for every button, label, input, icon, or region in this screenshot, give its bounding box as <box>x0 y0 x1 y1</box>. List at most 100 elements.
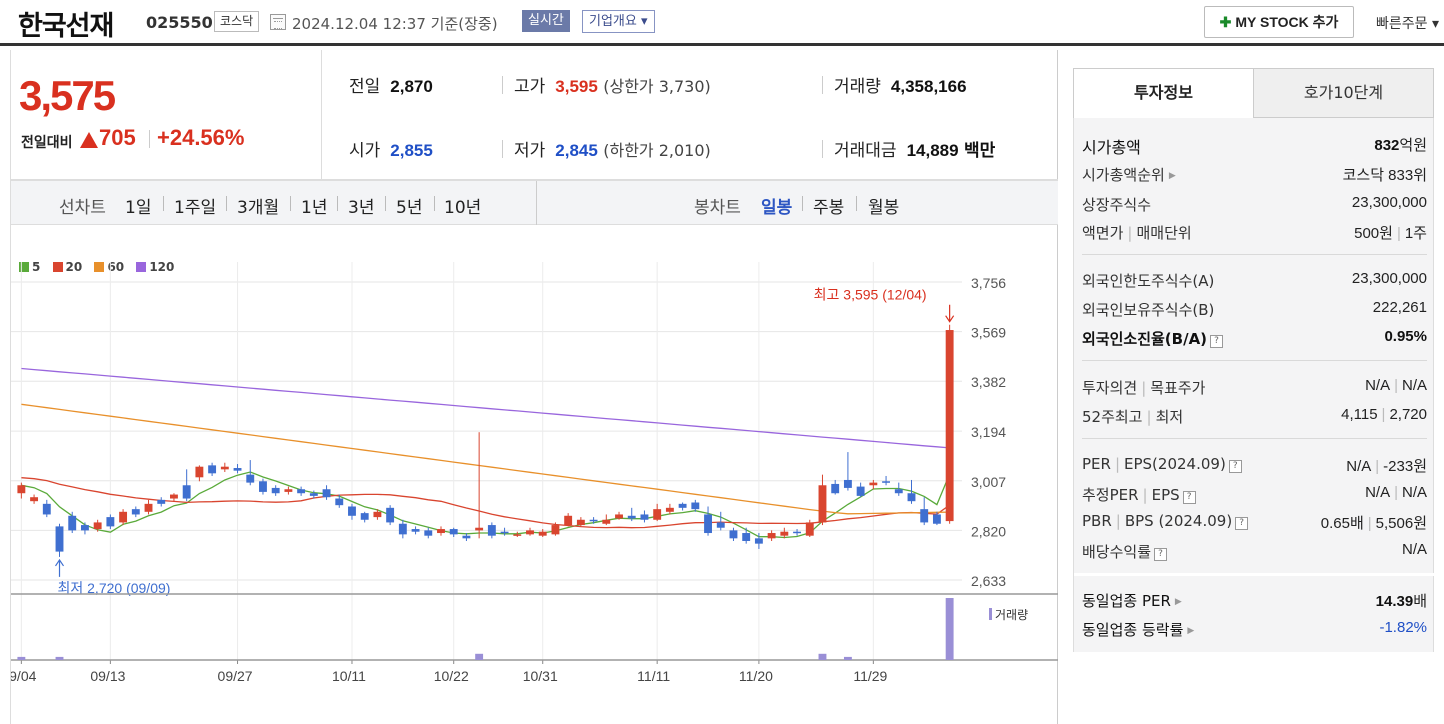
candle-body <box>144 503 153 512</box>
candle-body <box>576 519 585 526</box>
ma5-line <box>21 471 951 539</box>
tab-3y[interactable]: 3년 <box>348 198 375 218</box>
par-value-row: 액면가 | 매매단위 500원 | 1주 <box>1082 224 1427 242</box>
candle-body <box>793 531 801 534</box>
candle-body <box>564 515 573 526</box>
candle-body <box>665 507 674 512</box>
candle-body <box>55 526 64 552</box>
candle-body <box>373 511 382 518</box>
quick-order-dropdown[interactable]: 빠른주문 ▾ <box>1376 16 1439 32</box>
candle-body <box>704 514 712 534</box>
market-badge: 코스닥 <box>214 11 260 32</box>
price-chart[interactable]: 5 20 60 120 3,756 3,569 3,382 3,194 3,007 2,8… <box>11 250 1058 724</box>
x-tick-label: 10/31 <box>523 668 558 684</box>
candle-body <box>653 509 662 520</box>
low-annotation: 최저 2,720 (09/09) <box>58 580 171 596</box>
tab-1w[interactable]: 1주일 <box>174 198 217 218</box>
change-label: 전일대비 <box>21 135 73 151</box>
tab-3m[interactable]: 3개월 <box>237 198 280 218</box>
candle-body <box>907 493 916 502</box>
volume-bar <box>17 656 26 660</box>
tab-5y[interactable]: 5년 <box>396 198 423 218</box>
help-icon[interactable]: ? <box>1154 548 1168 561</box>
tab-weekly[interactable]: 주봉 <box>813 198 845 218</box>
candle-body <box>182 485 191 499</box>
tab-10y[interactable]: 10년 <box>444 198 482 218</box>
invest-info-body: 시가총액 832억원 시가총액순위 ▶ 코스닥 833위 상장주식수 23,300… <box>1073 118 1435 652</box>
candle-body <box>678 503 687 508</box>
x-tick-label: 09/13 <box>90 668 125 684</box>
candle-body <box>271 487 280 494</box>
candle-body <box>93 522 102 530</box>
candle-body <box>437 529 445 534</box>
candle-body <box>513 534 522 536</box>
tab-1y[interactable]: 1년 <box>301 198 328 218</box>
candle-body <box>220 466 229 470</box>
foreign-hold-row: 외국인보유주식수(B) 222,261 <box>1082 299 1427 319</box>
investment-info-panel: 투자정보 호가10단계 시가총액 832억원 시가총액순위 ▶ 코스닥 833위 … <box>1073 68 1435 652</box>
line-chart-label: 선차트 <box>59 198 106 218</box>
market-cap-rank-row: 시가총액순위 ▶ 코스닥 833위 <box>1082 166 1427 184</box>
help-icon[interactable]: ? <box>1182 491 1196 504</box>
candle-body <box>538 531 547 536</box>
my-stock-add-button[interactable]: ✚ MY STOCK 추가 <box>1204 6 1354 38</box>
candle-body <box>551 525 560 535</box>
calendar-icon <box>270 14 286 30</box>
candle-body <box>780 531 789 536</box>
tab-1d[interactable]: 1일 <box>125 198 152 218</box>
candle-body <box>589 519 598 522</box>
candle-body <box>843 479 852 488</box>
candle-body <box>80 525 89 531</box>
candle-body <box>322 489 331 498</box>
y-tick-label: 3,756 <box>971 275 1006 291</box>
candle-body <box>487 525 496 536</box>
candle-body <box>411 529 420 532</box>
candle-body <box>818 485 827 523</box>
ma120-line <box>21 367 950 449</box>
candle-body <box>119 511 128 523</box>
x-tick-label: 09/27 <box>218 668 253 684</box>
quote-table: 전일 2,870 시가 2,855 고가 3,595 (상한가 3,730) 저가 2,… <box>322 50 1058 180</box>
help-icon[interactable]: ? <box>1228 460 1242 473</box>
candle-body <box>920 509 929 523</box>
ma60-line <box>21 403 950 515</box>
dividend-row: 배당수익률? N/A <box>1082 541 1427 561</box>
candlestick-chart-svg: 3,756 3,569 3,382 3,194 3,007 2,820 2,633 09/04… <box>11 262 1058 684</box>
candle-body <box>945 330 954 522</box>
tab-daily[interactable]: 일봉 <box>761 198 793 218</box>
tab-orderbook[interactable]: 호가10단계 <box>1253 68 1434 118</box>
stock-code: 025550 <box>146 13 213 32</box>
realtime-button[interactable]: 실시간 <box>522 10 570 32</box>
candle-body <box>309 493 318 496</box>
candle-body <box>475 527 484 531</box>
candle-body <box>195 466 204 478</box>
candle-body <box>348 506 356 516</box>
candle-body <box>335 498 344 506</box>
x-tick-label: 11/11 <box>637 668 670 684</box>
candle-body <box>30 497 39 502</box>
help-icon[interactable]: ? <box>1235 517 1249 530</box>
high-price: 고가 3,595 (상한가 3,730) <box>514 77 711 97</box>
chart-period-tabs: 선차트 1일 1주일 3개월 1년 3년 5년 10년 봉차트 일봉 주봉 월봉 <box>11 180 1058 225</box>
stock-header: 한국선재 025550 코스닥 2024.12.04 12:37 기준(장중) … <box>0 0 1444 46</box>
volume-legend-swatch <box>989 608 992 620</box>
candle-body <box>932 514 941 524</box>
candle-body <box>208 465 217 474</box>
candle-body <box>131 509 140 515</box>
low-arrow-icon <box>55 558 65 577</box>
y-tick-label: 3,382 <box>971 374 1006 390</box>
tab-monthly[interactable]: 월봉 <box>868 198 900 218</box>
arrow-right-icon: ▶ <box>1187 626 1195 636</box>
tab-invest-info[interactable]: 투자정보 <box>1073 68 1254 118</box>
candle-body <box>691 502 700 510</box>
legend-ma60: 60 <box>94 260 124 274</box>
quote-panel: 3,575 전일대비 705 +24.56% 전일 2,870 시가 2,855 고… <box>10 50 1058 724</box>
candle-body <box>869 482 878 486</box>
legend-ma120: 120 <box>136 260 174 274</box>
x-tick-label: 11/29 <box>853 668 887 684</box>
company-overview-dropdown[interactable]: 기업개요 ▾ <box>582 10 655 33</box>
candle-body <box>500 531 509 534</box>
candle-body <box>729 530 738 539</box>
y-tick-label: 3,569 <box>971 325 1006 341</box>
help-icon[interactable]: ? <box>1210 335 1224 348</box>
